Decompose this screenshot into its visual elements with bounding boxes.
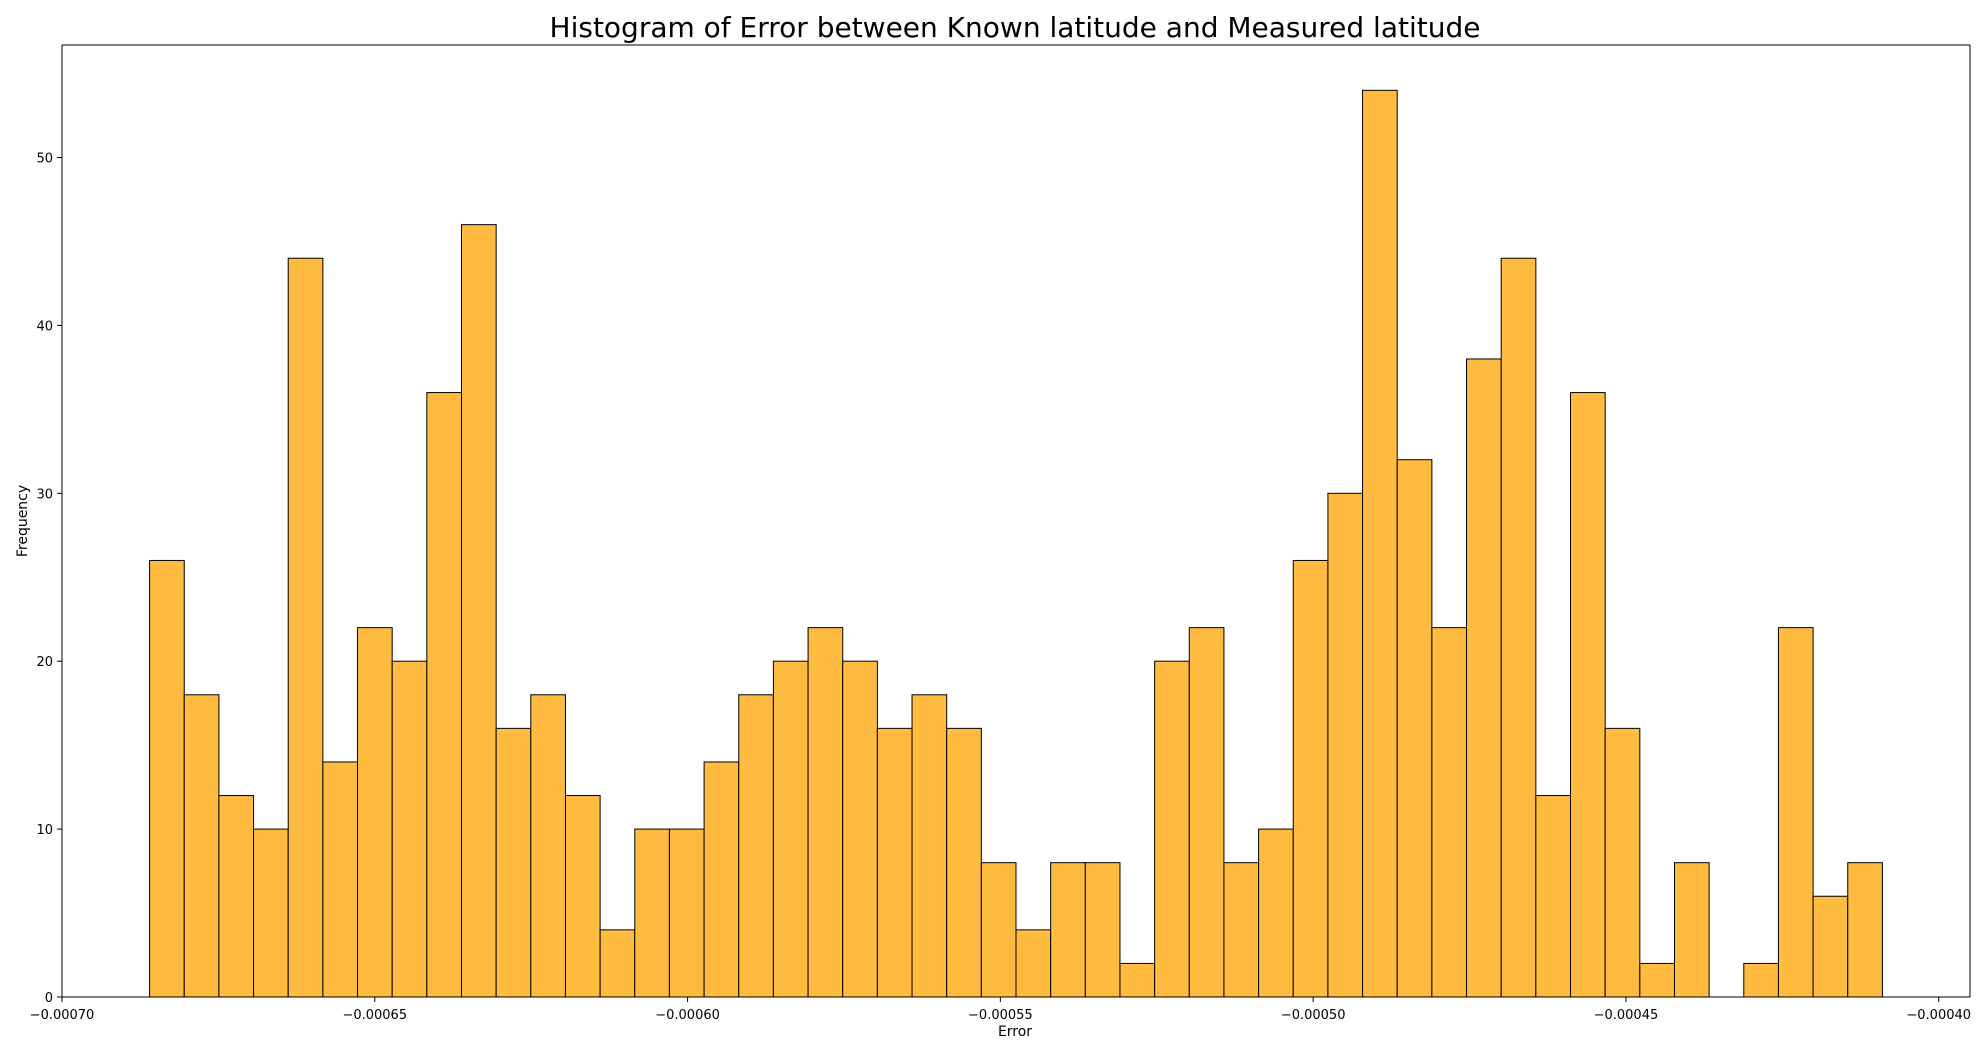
- histogram-bar: [1639, 962, 1675, 998]
- histogram-bar: [564, 795, 601, 998]
- y-axis-label: Frequency: [15, 485, 31, 557]
- histogram-bar: [1500, 257, 1537, 998]
- histogram-bar: [253, 828, 289, 998]
- histogram-bar: [980, 862, 1017, 998]
- histogram-bar: [1223, 862, 1260, 998]
- histogram-bar: [946, 727, 982, 998]
- histogram-bar: [1327, 492, 1364, 998]
- histogram-bar: [1604, 727, 1641, 998]
- histogram-bar: [460, 224, 497, 998]
- y-tick-label: 20: [36, 655, 53, 670]
- x-tick-label: −0.00045: [1594, 1008, 1659, 1023]
- histogram-bar: [1535, 795, 1572, 998]
- histogram-bar: [1743, 962, 1779, 998]
- histogram-bar: [1673, 862, 1710, 998]
- histogram-bar: [1119, 962, 1156, 998]
- x-tick-label: −0.00040: [1906, 1008, 1971, 1023]
- x-tick-label: −0.00055: [968, 1008, 1033, 1023]
- histogram-bar: [599, 929, 636, 998]
- x-tick-label: −0.00070: [30, 1008, 95, 1023]
- histogram-bar: [1847, 862, 1883, 998]
- histogram-bar: [703, 761, 740, 998]
- y-tick-label: 30: [36, 487, 53, 502]
- histogram-bar: [1084, 862, 1121, 998]
- histogram-bar: [322, 761, 359, 998]
- histogram-bar: [357, 627, 393, 998]
- histogram-bar: [1812, 895, 1849, 998]
- histogram-bar: [738, 694, 774, 998]
- x-axis-label: Error: [998, 1024, 1032, 1040]
- y-tick-label: 50: [36, 151, 53, 166]
- histogram-bar: [807, 627, 844, 998]
- histogram-bar: [530, 694, 566, 998]
- y-tick-label: 10: [36, 823, 53, 838]
- histogram-bar: [634, 828, 670, 998]
- histogram-bar: [391, 660, 428, 998]
- histogram-bar: [1188, 627, 1225, 998]
- y-tick-label: 0: [45, 991, 53, 1006]
- plot-frame: [61, 44, 1971, 998]
- histogram-bar: [495, 727, 532, 998]
- histogram-bar: [668, 828, 705, 998]
- histogram-bar: [1258, 828, 1294, 998]
- y-axis-ticks: 0 10 20 30 40 50: [36, 151, 62, 1006]
- histogram-bar: [772, 660, 809, 998]
- histogram-bar: [149, 559, 185, 998]
- x-tick-label: −0.00065: [342, 1008, 407, 1023]
- histogram-bar: [1292, 559, 1329, 998]
- histogram-bar: [876, 727, 913, 998]
- histogram-bar: [218, 795, 255, 998]
- histogram-bar: [1431, 627, 1468, 998]
- histogram-bar: [1466, 358, 1502, 998]
- histogram-bar: [183, 694, 220, 998]
- histogram-bar: [911, 694, 948, 998]
- histogram-bar: [1570, 392, 1606, 998]
- chart-title: Histogram of Error between Known latitud…: [550, 11, 1481, 44]
- histogram-bar: [287, 257, 324, 998]
- histogram-bar: [1777, 627, 1814, 998]
- bars-group: [149, 89, 1883, 998]
- x-tick-label: −0.00050: [1281, 1008, 1346, 1023]
- x-tick-label: −0.00060: [655, 1008, 720, 1023]
- histogram-bar: [1396, 459, 1433, 998]
- histogram-bar: [1015, 929, 1052, 998]
- histogram-bar: [1050, 862, 1086, 998]
- histogram-bar: [1362, 89, 1398, 998]
- y-tick-label: 40: [36, 319, 53, 334]
- histogram-bar: [426, 392, 462, 998]
- x-axis-ticks: −0.00070 −0.00065 −0.00060 −0.00055 −0.00050…: [30, 997, 1971, 1023]
- histogram-bar: [1154, 660, 1190, 998]
- histogram-bar: [842, 660, 878, 998]
